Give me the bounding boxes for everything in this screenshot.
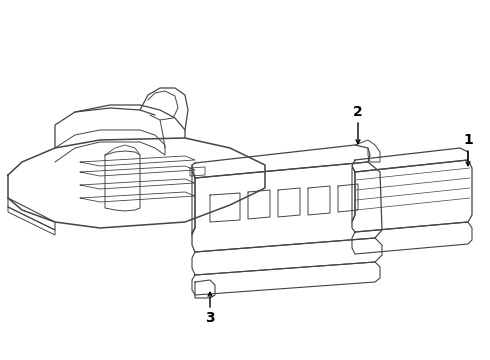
Polygon shape xyxy=(352,222,472,254)
Polygon shape xyxy=(8,207,55,235)
Polygon shape xyxy=(352,148,468,172)
Text: 1: 1 xyxy=(463,133,473,147)
Polygon shape xyxy=(80,192,195,202)
Polygon shape xyxy=(192,145,370,178)
Polygon shape xyxy=(80,166,195,176)
Text: 3: 3 xyxy=(205,311,215,325)
Polygon shape xyxy=(192,262,380,295)
Polygon shape xyxy=(192,238,382,275)
Polygon shape xyxy=(192,162,382,252)
Polygon shape xyxy=(8,198,55,230)
Polygon shape xyxy=(105,151,140,211)
Polygon shape xyxy=(80,156,195,166)
Polygon shape xyxy=(195,280,215,298)
Polygon shape xyxy=(352,160,472,232)
Text: 2: 2 xyxy=(353,105,363,119)
Polygon shape xyxy=(80,179,195,189)
Polygon shape xyxy=(8,138,265,228)
